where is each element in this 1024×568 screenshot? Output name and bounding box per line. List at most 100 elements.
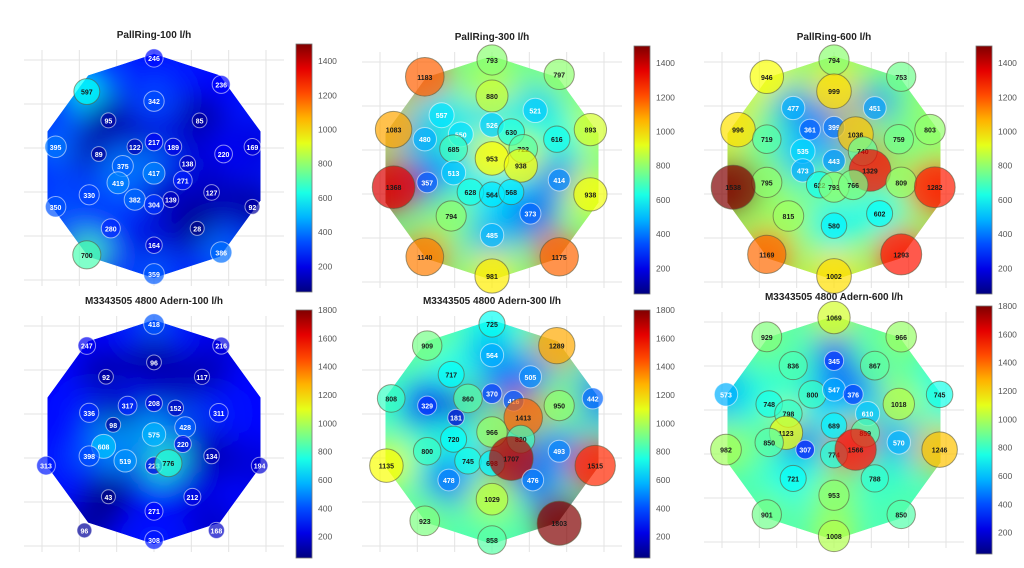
- colorbar-tick-label: 400: [318, 227, 332, 237]
- data-label: 418: [148, 322, 160, 329]
- data-label: 127: [206, 190, 218, 197]
- colorbar-tick-label: 600: [998, 471, 1012, 481]
- data-point: 793: [476, 44, 508, 76]
- data-point: 1803: [536, 500, 582, 546]
- data-point-marker: [781, 95, 806, 121]
- data-point-marker: [203, 184, 220, 201]
- colorbar-tick-label: 1000: [656, 127, 675, 137]
- colorbar: [975, 45, 993, 295]
- data-label: 797: [553, 72, 565, 79]
- data-point-marker: [36, 455, 56, 476]
- data-label: 382: [129, 198, 141, 205]
- data-point-marker: [866, 200, 894, 228]
- colorbar-tick-label: 1800: [318, 305, 337, 315]
- data-point: 797: [543, 58, 575, 91]
- data-point: 168: [207, 521, 225, 539]
- data-label: 373: [525, 212, 537, 219]
- data-label: 526: [486, 123, 498, 130]
- data-label: 95: [105, 118, 113, 125]
- data-point: 616: [543, 125, 571, 153]
- data-point-marker: [244, 198, 261, 215]
- data-point: 938: [503, 148, 538, 183]
- data-point: 597: [73, 78, 101, 106]
- data-label: 880: [486, 94, 498, 101]
- data-label: 1183: [417, 75, 432, 82]
- data-label: 616: [551, 137, 563, 144]
- data-label: 417: [148, 171, 160, 178]
- data-point: 999: [816, 73, 852, 110]
- data-point-marker: [478, 310, 506, 338]
- data-point: 1018: [882, 387, 916, 421]
- data-point: 311: [208, 402, 229, 423]
- data-label: 1329: [862, 168, 878, 175]
- data-label: 442: [587, 396, 599, 403]
- data-label: 1246: [932, 448, 948, 455]
- data-point: 361: [799, 118, 821, 141]
- data-label: 138: [182, 162, 194, 169]
- data-label: 1140: [417, 255, 432, 262]
- data-point-marker: [799, 118, 821, 141]
- data-label: 345: [828, 359, 840, 366]
- data-label: 748: [763, 402, 775, 409]
- data-label: 399: [828, 125, 840, 132]
- data-point: 575: [141, 422, 167, 447]
- data-label: 220: [218, 152, 230, 159]
- data-point: 513: [441, 160, 467, 186]
- data-label: 836: [787, 364, 799, 371]
- chart-title: M3343505 4800 Adern-600 l/h: [764, 292, 904, 303]
- data-label: 308: [148, 538, 160, 545]
- data-point: 189: [164, 137, 183, 156]
- data-point: 1002: [816, 258, 852, 294]
- data-point-marker: [141, 422, 167, 447]
- data-label: 745: [934, 392, 946, 399]
- data-label: 1282: [927, 185, 943, 192]
- colorbar-tick-label: 1000: [318, 418, 337, 428]
- heatmap-panel: M3343505 4800 Adern-300 l/h 725 909 1289 564…: [342, 296, 682, 568]
- data-point: 208: [145, 394, 163, 413]
- data-point-marker: [543, 125, 571, 153]
- colorbar-tick-label: 1200: [656, 390, 675, 400]
- data-point-marker: [479, 343, 505, 368]
- data-point: 966: [885, 321, 917, 353]
- colorbar-tick-label: 800: [998, 161, 1012, 171]
- data-point: 28: [189, 220, 205, 236]
- data-point: 1566: [834, 428, 877, 471]
- data-point: 442: [581, 387, 604, 410]
- data-point-marker: [859, 350, 890, 381]
- colorbar-tick-label: 600: [656, 195, 670, 205]
- heatmap-panel: PallRing-100 l/h 246 597 236 342 95 85 395 217 12…: [4, 30, 344, 302]
- data-label: 798: [783, 412, 795, 419]
- data-point: 753: [886, 61, 917, 92]
- data-point: 858: [477, 525, 507, 555]
- data-point-marker: [250, 456, 269, 475]
- data-label: 689: [828, 424, 840, 431]
- data-point-marker: [823, 350, 845, 371]
- data-point-marker: [72, 240, 102, 270]
- data-point: 860: [453, 383, 483, 414]
- data-point-marker: [479, 222, 505, 248]
- data-point: 217: [144, 132, 164, 152]
- data-label: 557: [436, 113, 448, 120]
- colorbar-tick-label: 200: [656, 263, 670, 273]
- data-label: 966: [895, 335, 907, 342]
- colorbar-tick-label: 1200: [318, 90, 337, 100]
- data-point: 547: [822, 377, 846, 402]
- data-point: 1175: [539, 237, 579, 277]
- data-point: 247: [77, 336, 97, 355]
- data-point-marker: [522, 97, 548, 124]
- data-point-marker: [105, 416, 122, 433]
- data-point: 1183: [404, 56, 445, 97]
- data-point-marker: [145, 394, 163, 413]
- data-label: 982: [720, 448, 732, 455]
- data-label: 794: [828, 58, 840, 65]
- data-point-marker: [106, 171, 130, 195]
- data-point: 313: [36, 455, 56, 476]
- data-point-marker: [880, 233, 923, 276]
- data-point-marker: [842, 383, 864, 405]
- data-point-marker: [172, 170, 193, 191]
- colorbar-tick-label: 400: [998, 499, 1012, 509]
- data-point: 759: [883, 123, 915, 155]
- data-label: 996: [732, 128, 744, 135]
- data-point-marker: [143, 313, 165, 335]
- colorbar-tick-label: 800: [318, 159, 332, 169]
